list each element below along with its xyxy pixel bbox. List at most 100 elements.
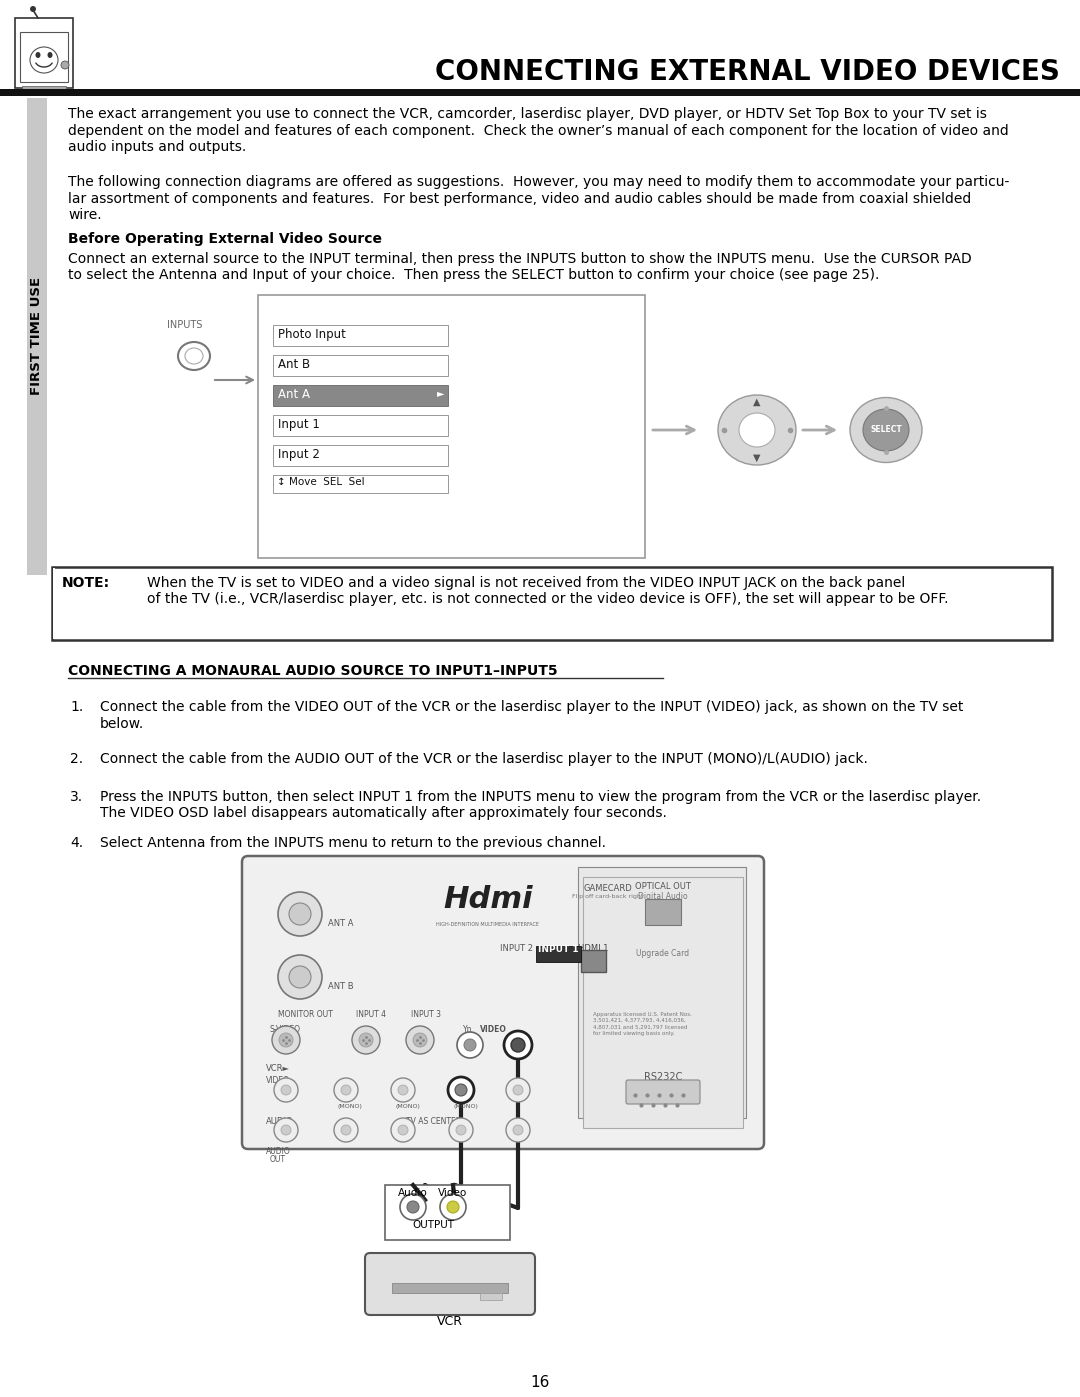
Bar xyxy=(480,1294,502,1301)
Circle shape xyxy=(341,1085,351,1095)
Text: 2.: 2. xyxy=(70,752,83,766)
Circle shape xyxy=(400,1194,426,1220)
Text: Ant A: Ant A xyxy=(278,388,310,401)
Ellipse shape xyxy=(178,342,210,370)
Text: Connect the cable from the AUDIO OUT of the VCR or the laserdisc player to the I: Connect the cable from the AUDIO OUT of … xyxy=(100,752,868,766)
Bar xyxy=(27,98,48,576)
Circle shape xyxy=(407,1201,419,1213)
Circle shape xyxy=(464,1039,476,1051)
Text: VIDEO►: VIDEO► xyxy=(266,1076,296,1085)
Text: The following connection diagrams are offered as suggestions.  However, you may : The following connection diagrams are of… xyxy=(68,175,1010,189)
Text: dependent on the model and features of each component.  Check the owner’s manual: dependent on the model and features of e… xyxy=(68,123,1009,137)
Text: Video: Video xyxy=(438,1187,468,1199)
Text: of the TV (i.e., VCR/laserdisc player, etc. is not connected or the video device: of the TV (i.e., VCR/laserdisc player, e… xyxy=(147,592,948,606)
Text: TV AS CENTER: TV AS CENTER xyxy=(406,1118,461,1126)
Text: SELECT: SELECT xyxy=(870,426,902,434)
Text: 3.: 3. xyxy=(70,789,83,805)
Circle shape xyxy=(281,1125,291,1134)
Text: Input 2: Input 2 xyxy=(278,448,320,461)
Text: (MONO): (MONO) xyxy=(338,1104,363,1109)
Circle shape xyxy=(391,1078,415,1102)
Circle shape xyxy=(513,1085,523,1095)
Circle shape xyxy=(507,1078,530,1102)
Circle shape xyxy=(289,965,311,988)
Circle shape xyxy=(30,6,36,13)
Text: RS232C: RS232C xyxy=(644,1071,683,1083)
Text: INPUT 3: INPUT 3 xyxy=(411,1010,441,1018)
Bar xyxy=(22,87,66,89)
Bar xyxy=(392,1282,508,1294)
Text: Yn: Yn xyxy=(463,1025,473,1034)
Text: below.: below. xyxy=(100,717,145,731)
Text: INPUT 1: INPUT 1 xyxy=(538,944,578,954)
Bar xyxy=(53,569,55,638)
Text: Ant B: Ant B xyxy=(278,358,310,372)
Text: (MONO): (MONO) xyxy=(453,1104,477,1109)
Circle shape xyxy=(399,1125,408,1134)
Text: Hdmi: Hdmi xyxy=(443,886,532,915)
Text: INPUTS: INPUTS xyxy=(167,320,203,330)
Bar xyxy=(0,89,1080,96)
Bar xyxy=(536,946,581,963)
Text: INPUT 4: INPUT 4 xyxy=(356,1010,386,1018)
Circle shape xyxy=(274,1118,298,1141)
Text: Input 1: Input 1 xyxy=(278,418,320,432)
Circle shape xyxy=(334,1078,357,1102)
Text: wire.: wire. xyxy=(68,208,102,222)
Text: OUT: OUT xyxy=(270,1155,286,1164)
Text: (MONO): (MONO) xyxy=(395,1104,420,1109)
Circle shape xyxy=(391,1118,415,1141)
Text: Connect the cable from the VIDEO OUT of the VCR or the laserdisc player to the I: Connect the cable from the VIDEO OUT of … xyxy=(100,700,963,714)
Circle shape xyxy=(440,1194,465,1220)
Text: HIGH-DEFINITION MULTIMEDIA INTERFACE: HIGH-DEFINITION MULTIMEDIA INTERFACE xyxy=(436,922,540,928)
Text: S-VIDEO: S-VIDEO xyxy=(270,1025,301,1034)
Circle shape xyxy=(406,1025,434,1053)
Bar xyxy=(273,326,448,346)
Text: OUTPUT: OUTPUT xyxy=(411,1220,454,1229)
Text: The exact arrangement you use to connect the VCR, camcorder, laserdisc player, D: The exact arrangement you use to connect… xyxy=(68,108,987,122)
Bar xyxy=(273,475,448,493)
Text: Apparatus licensed U.S. Patent Nos.
3,501,421, 4,377,793, 4,416,036,
4,807,031 a: Apparatus licensed U.S. Patent Nos. 3,50… xyxy=(593,1011,692,1035)
Text: 16: 16 xyxy=(530,1375,550,1390)
Bar xyxy=(645,900,681,925)
Text: ANT B: ANT B xyxy=(328,982,353,990)
Text: ►: ► xyxy=(436,388,444,398)
Text: Photo Input: Photo Input xyxy=(278,328,346,341)
Text: GAMECARD: GAMECARD xyxy=(583,884,633,893)
Text: ↕ Move  SEL  Sel: ↕ Move SEL Sel xyxy=(276,476,365,488)
Circle shape xyxy=(341,1125,351,1134)
Circle shape xyxy=(511,1038,525,1052)
Text: VIDEO: VIDEO xyxy=(480,1025,507,1034)
Text: HDMI 1: HDMI 1 xyxy=(578,944,608,953)
Circle shape xyxy=(399,1085,408,1095)
Ellipse shape xyxy=(185,348,203,365)
Text: ANT A: ANT A xyxy=(328,919,353,928)
Circle shape xyxy=(278,956,322,999)
Bar xyxy=(258,295,645,557)
Text: VCR: VCR xyxy=(437,1315,463,1329)
Circle shape xyxy=(448,1077,474,1104)
Bar xyxy=(583,877,743,1127)
Text: The VIDEO OSD label disappears automatically after approximately four seconds.: The VIDEO OSD label disappears automatic… xyxy=(100,806,666,820)
Text: Before Operating External Video Source: Before Operating External Video Source xyxy=(68,232,382,246)
Text: 4.: 4. xyxy=(70,835,83,849)
Text: ▼: ▼ xyxy=(753,453,760,462)
Bar xyxy=(273,355,448,376)
Circle shape xyxy=(352,1025,380,1053)
Circle shape xyxy=(334,1118,357,1141)
Circle shape xyxy=(507,1118,530,1141)
Bar xyxy=(273,415,448,436)
Circle shape xyxy=(278,893,322,936)
Text: Select Antenna from the INPUTS menu to return to the previous channel.: Select Antenna from the INPUTS menu to r… xyxy=(100,835,606,849)
Text: CONNECTING EXTERNAL VIDEO DEVICES: CONNECTING EXTERNAL VIDEO DEVICES xyxy=(435,59,1059,87)
Text: INPUT 2: INPUT 2 xyxy=(499,944,532,953)
Bar xyxy=(273,386,448,407)
Circle shape xyxy=(512,1039,524,1051)
Circle shape xyxy=(359,1032,373,1046)
Circle shape xyxy=(413,1032,427,1046)
Text: Flip off card-back right: Flip off card-back right xyxy=(572,894,644,900)
Circle shape xyxy=(272,1025,300,1053)
FancyBboxPatch shape xyxy=(242,856,764,1148)
Circle shape xyxy=(456,1085,465,1095)
Circle shape xyxy=(505,1032,531,1058)
